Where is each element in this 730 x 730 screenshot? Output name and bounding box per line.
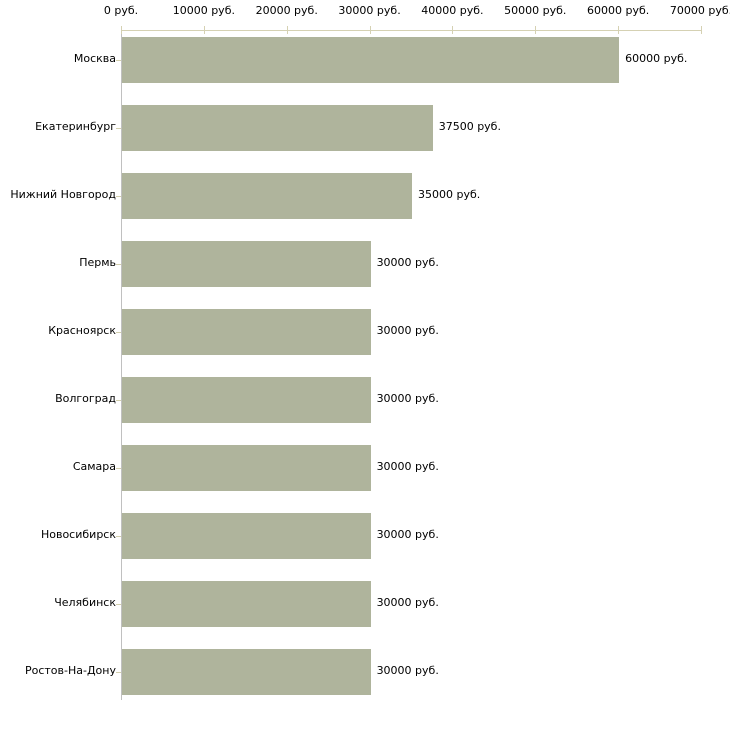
bar <box>122 649 371 695</box>
category-label: Москва <box>73 52 116 65</box>
bar <box>122 445 371 491</box>
x-axis-tick <box>535 26 537 34</box>
value-label: 30000 руб. <box>376 664 439 677</box>
x-axis-tick-label: 20000 руб. <box>255 4 318 17</box>
bar <box>122 309 371 355</box>
y-axis-tick <box>116 195 121 197</box>
y-axis-line <box>121 30 122 700</box>
category-label: Волгоград <box>55 392 116 405</box>
bar <box>122 241 371 287</box>
y-axis-tick <box>116 399 121 401</box>
x-axis-tick-label: 60000 руб. <box>587 4 650 17</box>
x-axis-tick <box>121 26 122 34</box>
bar <box>122 37 620 83</box>
category-label: Ростов-На-Дону <box>24 664 116 677</box>
x-axis-tick <box>452 26 454 34</box>
value-label: 30000 руб. <box>376 460 439 473</box>
y-axis-tick <box>116 671 121 673</box>
bar <box>122 377 371 423</box>
bar <box>122 513 371 559</box>
value-label: 30000 руб. <box>376 528 439 541</box>
x-axis-tick <box>369 26 371 34</box>
y-axis-tick <box>116 603 121 605</box>
value-label: 37500 руб. <box>438 120 501 133</box>
x-axis-tick-label: 0 руб. <box>103 4 139 17</box>
category-label: Самара <box>72 460 116 473</box>
value-label: 30000 руб. <box>376 392 439 405</box>
value-label: 60000 руб. <box>625 52 688 65</box>
y-axis-tick <box>116 263 121 265</box>
y-axis-tick <box>116 331 121 333</box>
y-axis-tick <box>116 467 121 469</box>
x-axis-tick <box>286 26 288 34</box>
category-label: Екатеринбург <box>35 120 116 133</box>
bar <box>122 105 433 151</box>
x-axis-tick <box>203 26 205 34</box>
plot-area: 0 руб. 10000 руб. 20000 руб. 30000 руб. 4000… <box>10 4 730 700</box>
value-label: 30000 руб. <box>376 596 439 609</box>
category-label: Новосибирск <box>40 528 116 541</box>
value-label: 35000 руб. <box>418 188 481 201</box>
x-axis-tick-label: 30000 руб. <box>338 4 401 17</box>
x-axis-tick <box>618 26 620 34</box>
category-label: Пермь <box>79 256 116 269</box>
bar <box>122 581 371 627</box>
x-axis-tick-label: 70000 руб. <box>669 4 730 17</box>
x-axis-line <box>121 30 702 31</box>
value-label: 30000 руб. <box>376 256 439 269</box>
category-label: Челябинск <box>54 596 116 609</box>
y-axis-tick <box>116 59 121 61</box>
bar <box>122 173 412 219</box>
x-axis-tick <box>701 26 702 34</box>
category-label: Нижний Новгород <box>10 188 116 201</box>
x-axis-tick-label: 10000 руб. <box>172 4 235 17</box>
y-axis-tick <box>116 535 121 537</box>
category-label: Красноярск <box>48 324 116 337</box>
x-axis-tick-label: 40000 руб. <box>421 4 484 17</box>
y-axis-tick <box>116 127 121 129</box>
x-axis-tick-label: 50000 руб. <box>504 4 567 17</box>
value-label: 30000 руб. <box>376 324 439 337</box>
